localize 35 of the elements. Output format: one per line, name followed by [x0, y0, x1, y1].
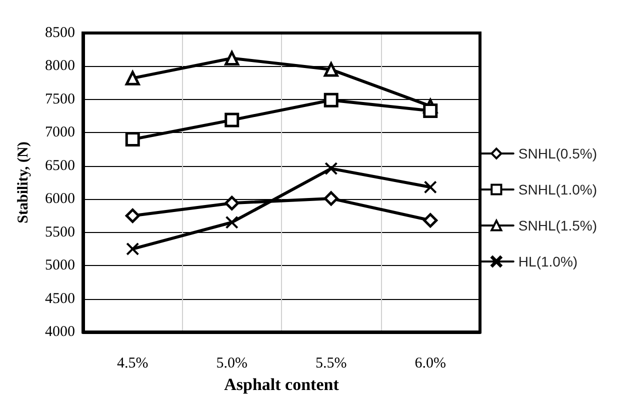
y-tick-label: 5000	[45, 258, 75, 274]
y-tick-label: 5500	[45, 224, 75, 240]
point	[324, 92, 338, 108]
point	[324, 162, 338, 175]
point	[224, 112, 240, 128]
point	[423, 213, 438, 228]
legend-label: SNHL(1.5%)	[518, 218, 598, 234]
x-tick-label: 4.5%	[117, 356, 148, 372]
x-tick-label: 5.0%	[216, 356, 248, 372]
legend-label: SNHL(1.0%)	[518, 182, 598, 198]
x-axis-title: Asphalt content	[224, 374, 340, 394]
point	[125, 208, 140, 223]
y-tick-label: 4000	[45, 324, 75, 340]
y-tick-label: 8000	[45, 58, 75, 74]
legend-label: HL(1.0%)	[518, 254, 578, 270]
y-tick-label: 7000	[45, 124, 75, 141]
point	[324, 62, 338, 77]
y-tick-label: 8500	[45, 25, 75, 41]
point	[324, 191, 338, 206]
y-tick-label: 6500	[45, 158, 75, 174]
x-tick-label: 5.5%	[316, 356, 347, 372]
y-tick-label: 4500	[45, 290, 75, 307]
y-axis-title: Stability, (N)	[16, 142, 32, 224]
point	[125, 132, 140, 147]
point	[224, 196, 240, 210]
point	[226, 216, 238, 229]
point	[126, 242, 139, 256]
y-tick-label: 6000	[45, 191, 75, 208]
point	[424, 180, 437, 194]
point	[125, 70, 140, 86]
point	[224, 51, 240, 66]
y-tick-label: 7500	[45, 91, 75, 108]
point	[423, 103, 438, 118]
legend-label: SNHL(0.5%)	[518, 146, 598, 162]
x-tick-label: 6.0%	[414, 356, 446, 372]
